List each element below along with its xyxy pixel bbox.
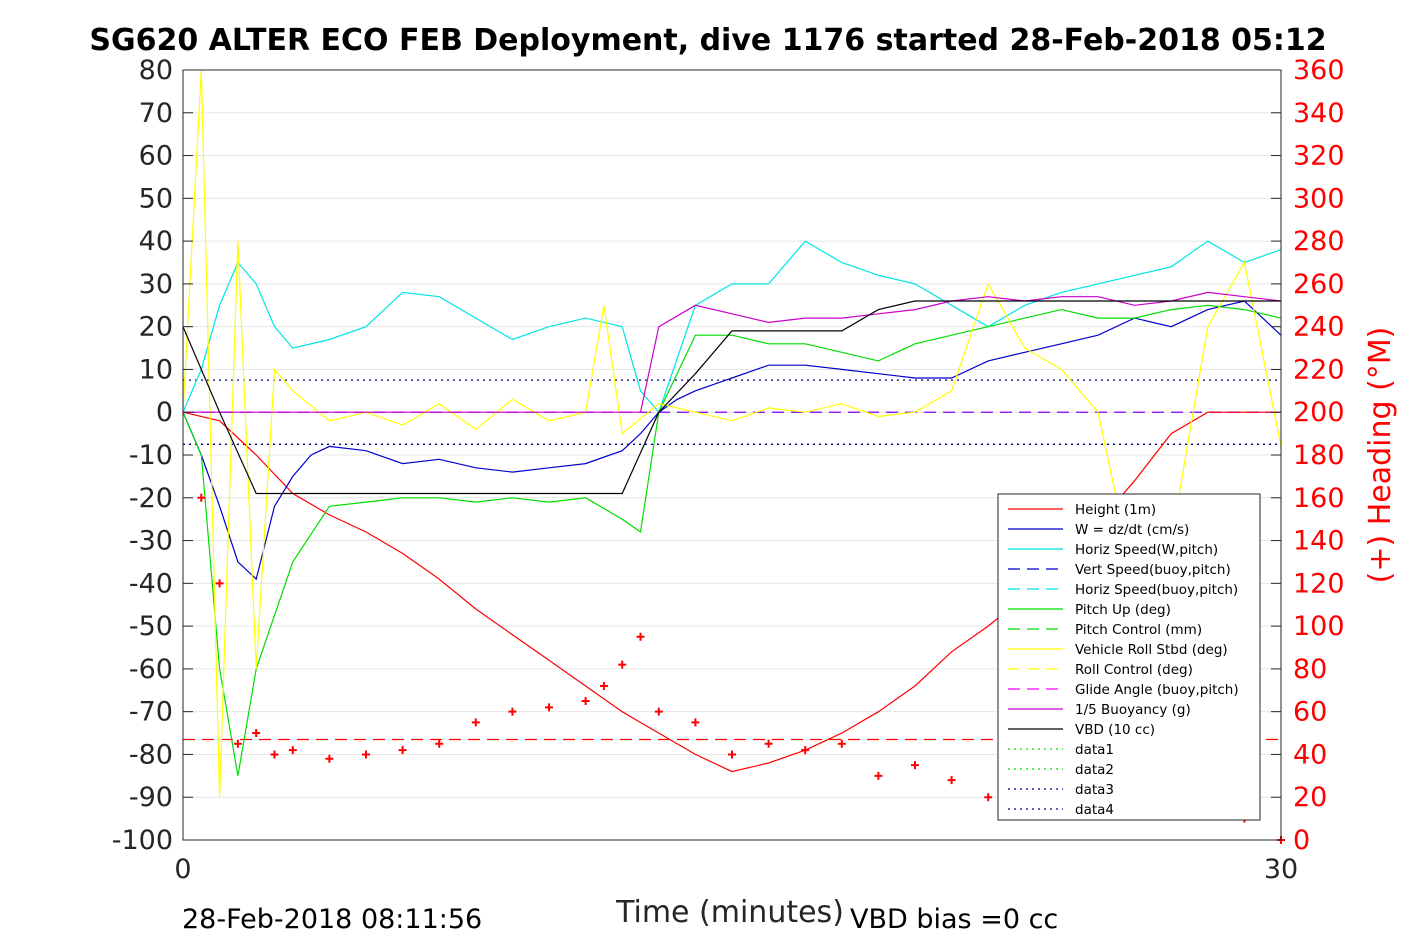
legend-label: Height (1m) [1075,502,1156,518]
y-right-tick-label: 0 [1293,825,1310,856]
legend-label: Vehicle Roll Stbd (deg) [1075,642,1228,658]
y-right-tick-label: 100 [1293,611,1345,642]
y-tick-label: -60 [129,654,173,685]
heading-point [233,739,242,748]
legend-label: Horiz Speed(buoy,pitch) [1075,582,1238,598]
heading-point [691,718,700,727]
y-right-tick-label: 280 [1293,226,1345,257]
heading-point [874,771,883,780]
legend-label: data3 [1075,782,1114,798]
x-tick-label: 0 [174,854,191,885]
legend-label: Roll Control (deg) [1075,662,1193,678]
y-right-tick-label: 260 [1293,269,1345,300]
y-tick-label: 30 [139,269,173,300]
heading-point [764,739,773,748]
heading-point [599,682,608,690]
y-right-tick-label: 80 [1293,654,1327,685]
y-tick-label: -20 [129,483,173,514]
axes: 80706050403020100-10-20-30-40-50-60-70-8… [112,55,1345,885]
y-tick-label: 80 [139,55,173,86]
y-right-tick-label: 60 [1293,697,1327,728]
legend-label: Horiz Speed(W,pitch) [1075,542,1218,558]
legend-label: Glide Angle (buoy,pitch) [1075,682,1239,698]
y-tick-label: -30 [129,526,173,557]
heading-point [435,739,444,748]
heading-point [837,739,846,748]
heading-point [252,729,261,738]
heading-point [398,746,407,755]
y-tick-label: -40 [129,568,173,599]
legend-label: Pitch Up (deg) [1075,602,1171,618]
legend-label: data1 [1075,742,1114,758]
y-tick-label: -10 [129,440,173,471]
heading-point [618,660,627,669]
y-tick-label: -100 [112,825,173,856]
y-right-tick-label: 200 [1293,397,1345,428]
legend-label: Vert Speed(buoy,pitch) [1075,562,1231,578]
y-right-tick-label: 340 [1293,98,1345,129]
y-tick-label: 40 [139,226,173,257]
heading-point [801,746,810,755]
heading-point [471,718,480,727]
heading-point [215,579,224,588]
heading-point [288,746,297,755]
heading-point [325,754,334,763]
legend-label: data4 [1075,802,1114,818]
footer-timestamp: 28-Feb-2018 08:11:56 [182,904,482,935]
heading-point [362,750,370,759]
heading-point [508,707,517,716]
heading-point [545,703,553,712]
y-tick-label: -50 [129,611,173,642]
heading-point [197,493,206,502]
y-tick-label: -80 [129,739,173,770]
y-right-tick-label: 120 [1293,568,1345,599]
heading-point [728,750,736,759]
heading-point [947,776,956,785]
y-tick-label: 10 [139,354,173,385]
y-tick-label: 0 [156,397,173,428]
series-line [182,69,1282,798]
footer-vbd-bias: VBD bias =0 cc [850,904,1058,935]
y-right-tick-label: 180 [1293,440,1345,471]
y-tick-label: 60 [139,141,173,172]
heading-point [911,761,919,770]
series-line [182,304,1282,776]
legend-label: 1/5 Buoyancy (g) [1075,702,1191,718]
y-right-tick-label: 160 [1293,483,1345,514]
x-tick-label: 30 [1264,854,1298,885]
y-right-tick-label: 320 [1293,141,1345,172]
legend-label: Pitch Control (mm) [1075,622,1202,638]
legend: Height (1m) W = dz/dt (cm/s) Horiz Speed(W… [997,493,1261,821]
y-right-tick-label: 40 [1293,739,1327,770]
y-tick-label: -90 [129,782,173,813]
y-right-tick-label: 140 [1293,526,1345,557]
y-right-tick-label: 360 [1293,55,1345,86]
series-line [183,291,1282,413]
legend-label: VBD (10 cc) [1075,722,1155,738]
legend-label: data2 [1075,762,1114,778]
y-tick-label: 70 [139,98,173,129]
y-right-tick-label: 220 [1293,354,1345,385]
chart-title: SG620 ALTER ECO FEB Deployment, dive 117… [89,23,1326,58]
y-right-tick-label: 20 [1293,782,1327,813]
series-line [182,300,1281,495]
heading-point [581,696,590,705]
y-axis-right-label: (+) Heading (°M) [1363,327,1398,584]
y-tick-label: -70 [129,697,173,728]
heading-point [636,632,645,641]
y-right-tick-label: 300 [1293,183,1345,214]
y-tick-label: 20 [139,312,173,343]
heading-point [984,793,993,802]
x-axis-label: Time (minutes) [615,895,844,930]
heading-point [654,707,663,716]
legend-box [997,493,1261,821]
legend-label: W = dz/dt (cm/s) [1075,522,1189,538]
heading-point [270,750,279,759]
y-tick-label: 50 [139,183,173,214]
y-right-tick-label: 240 [1293,312,1345,343]
